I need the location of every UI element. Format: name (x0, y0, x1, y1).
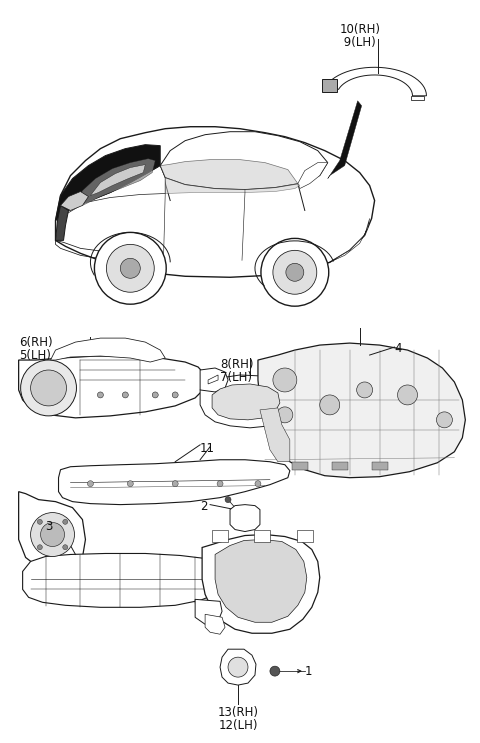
Polygon shape (245, 184, 300, 192)
Polygon shape (298, 163, 328, 189)
Circle shape (107, 244, 154, 292)
Circle shape (120, 259, 140, 279)
Text: 11: 11 (200, 442, 215, 455)
Circle shape (37, 545, 42, 550)
Circle shape (286, 263, 304, 282)
Circle shape (397, 385, 418, 405)
Text: 10(RH): 10(RH) (340, 23, 381, 36)
Polygon shape (56, 166, 165, 221)
Circle shape (172, 392, 178, 398)
Text: 5(LH): 5(LH) (19, 349, 50, 362)
Polygon shape (305, 218, 370, 270)
Circle shape (63, 519, 68, 525)
Bar (372, 461, 387, 470)
Circle shape (217, 481, 223, 487)
Polygon shape (325, 68, 426, 96)
Text: 9(LH): 9(LH) (340, 36, 375, 49)
Polygon shape (60, 192, 88, 210)
Text: 2: 2 (200, 499, 208, 513)
Circle shape (63, 545, 68, 550)
Polygon shape (56, 127, 374, 277)
Circle shape (152, 392, 158, 398)
Circle shape (255, 481, 261, 487)
Polygon shape (215, 539, 307, 623)
Polygon shape (90, 165, 145, 195)
Polygon shape (328, 101, 361, 178)
Text: 8(RH): 8(RH) (220, 358, 253, 371)
Text: 4: 4 (395, 342, 402, 355)
Polygon shape (160, 160, 298, 189)
Text: 12(LH): 12(LH) (218, 719, 258, 732)
Polygon shape (278, 379, 292, 388)
Text: 7(LH): 7(LH) (220, 371, 252, 384)
Circle shape (41, 522, 64, 547)
Polygon shape (410, 96, 424, 100)
Circle shape (436, 412, 452, 428)
Polygon shape (322, 79, 337, 92)
Polygon shape (56, 206, 69, 241)
Text: 6(RH): 6(RH) (19, 336, 52, 349)
Polygon shape (50, 338, 165, 362)
Circle shape (273, 250, 317, 294)
Circle shape (31, 513, 74, 557)
Polygon shape (260, 408, 290, 461)
Polygon shape (195, 600, 222, 624)
Text: 1: 1 (305, 665, 312, 678)
Circle shape (97, 392, 103, 398)
Bar (292, 461, 308, 470)
Polygon shape (202, 534, 320, 633)
Circle shape (225, 496, 231, 502)
Bar (297, 530, 313, 542)
Circle shape (357, 382, 372, 398)
Circle shape (320, 395, 340, 415)
Polygon shape (208, 375, 218, 384)
Bar (332, 461, 348, 470)
Polygon shape (165, 178, 245, 193)
Polygon shape (59, 460, 290, 504)
Polygon shape (205, 614, 225, 635)
Circle shape (273, 368, 297, 392)
Polygon shape (160, 132, 328, 189)
Bar (254, 530, 270, 542)
Polygon shape (258, 343, 465, 478)
Circle shape (87, 481, 94, 487)
Circle shape (277, 407, 293, 423)
Polygon shape (220, 649, 256, 685)
Circle shape (127, 481, 133, 487)
Circle shape (31, 370, 67, 406)
Polygon shape (200, 368, 228, 392)
Circle shape (270, 666, 280, 676)
Circle shape (261, 239, 329, 306)
Circle shape (37, 519, 42, 525)
Circle shape (172, 481, 178, 487)
Polygon shape (212, 384, 280, 420)
Polygon shape (19, 492, 85, 571)
Polygon shape (56, 145, 160, 221)
Polygon shape (23, 554, 225, 607)
Polygon shape (200, 375, 298, 428)
Circle shape (95, 233, 166, 304)
Text: 13(RH): 13(RH) (217, 706, 259, 719)
Circle shape (122, 392, 128, 398)
Bar (212, 530, 228, 542)
Text: 3: 3 (46, 519, 53, 533)
Polygon shape (75, 158, 155, 206)
Circle shape (21, 360, 76, 416)
Polygon shape (19, 356, 205, 418)
Polygon shape (230, 504, 260, 531)
Circle shape (228, 657, 248, 677)
